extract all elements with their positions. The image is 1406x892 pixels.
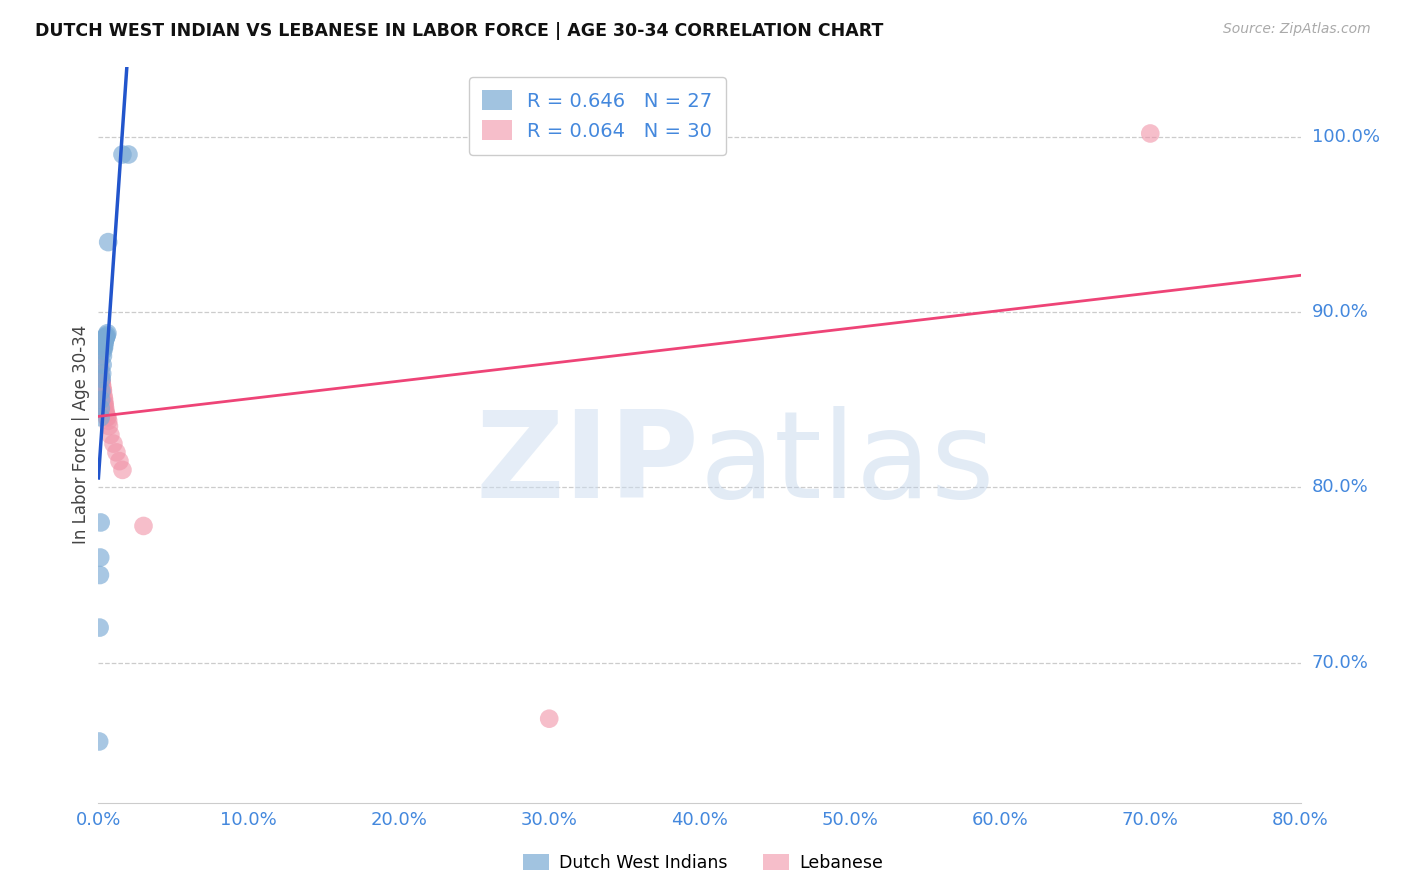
Point <box>97 235 120 249</box>
Point <box>100 427 122 442</box>
Point <box>90 376 112 390</box>
Point <box>90 410 112 425</box>
Point <box>89 361 111 376</box>
Point <box>1139 127 1161 141</box>
Text: 80.0%: 80.0% <box>1312 478 1368 497</box>
Legend: Dutch West Indians, Lebanese: Dutch West Indians, Lebanese <box>516 847 890 879</box>
Point <box>94 330 117 344</box>
Point <box>97 419 120 434</box>
Point <box>90 376 112 390</box>
Point <box>93 398 115 412</box>
Point <box>90 367 112 381</box>
Point <box>89 358 111 372</box>
Point <box>90 392 112 407</box>
Legend: R = 0.646   N = 27, R = 0.064   N = 30: R = 0.646 N = 27, R = 0.064 N = 30 <box>468 77 725 154</box>
Text: ZIP: ZIP <box>475 406 699 523</box>
Point <box>90 372 112 386</box>
Point <box>89 343 111 358</box>
Point <box>93 340 115 354</box>
Point <box>91 343 114 358</box>
Point <box>93 334 115 349</box>
Point <box>90 384 112 398</box>
Point <box>91 384 114 398</box>
Point <box>91 382 114 396</box>
Point <box>90 516 112 530</box>
Point <box>89 352 111 367</box>
Point <box>94 401 117 416</box>
Point <box>94 331 117 345</box>
Point <box>96 326 118 341</box>
Point <box>96 330 118 344</box>
Text: Source: ZipAtlas.com: Source: ZipAtlas.com <box>1223 22 1371 37</box>
Text: 90.0%: 90.0% <box>1312 303 1368 321</box>
Text: DUTCH WEST INDIAN VS LEBANESE IN LABOR FORCE | AGE 30-34 CORRELATION CHART: DUTCH WEST INDIAN VS LEBANESE IN LABOR F… <box>35 22 883 40</box>
Point <box>117 147 139 161</box>
Point <box>94 331 117 345</box>
Point <box>89 621 111 635</box>
Point <box>96 410 118 425</box>
Point <box>93 336 115 351</box>
Point <box>94 407 117 421</box>
Point <box>93 392 115 407</box>
Point <box>91 349 114 363</box>
Point <box>90 372 112 386</box>
Point <box>111 147 134 161</box>
Text: 70.0%: 70.0% <box>1312 654 1368 672</box>
Point <box>91 378 114 392</box>
Point <box>90 401 112 416</box>
Point <box>538 712 561 726</box>
Point <box>103 436 125 450</box>
Point <box>89 568 111 582</box>
Point <box>111 463 134 477</box>
Point <box>94 405 117 419</box>
Point <box>91 358 114 372</box>
Text: atlas: atlas <box>699 406 995 523</box>
Point <box>97 414 120 428</box>
Point <box>96 328 118 343</box>
Point <box>108 454 131 468</box>
Point <box>93 389 115 403</box>
Point <box>93 396 115 410</box>
Y-axis label: In Labor Force | Age 30-34: In Labor Force | Age 30-34 <box>72 326 90 544</box>
Point <box>96 410 118 425</box>
Point <box>91 367 114 381</box>
Point <box>89 550 111 565</box>
Point <box>93 340 115 354</box>
Point <box>105 445 128 459</box>
Point <box>132 519 155 533</box>
Point <box>89 734 111 748</box>
Text: 100.0%: 100.0% <box>1312 128 1379 146</box>
